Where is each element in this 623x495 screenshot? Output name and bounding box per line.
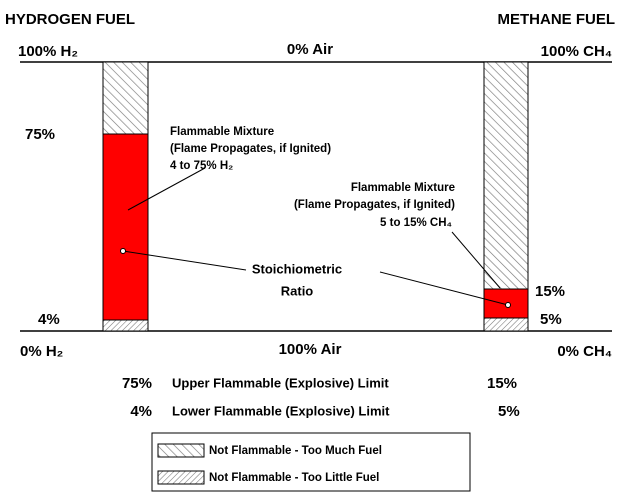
leader [451, 231, 501, 289]
ch4-note: (Flame Propagates, if Ignited) [294, 199, 455, 211]
hydrogen-column [102, 61, 149, 332]
stoich-point [120, 248, 126, 254]
limit-h2: 75% [122, 375, 152, 392]
ch4-lower: 5% [540, 311, 562, 328]
limit-ch4: 5% [498, 403, 520, 420]
stoich-label: Ratio [281, 283, 314, 298]
limit-label: Lower Flammable (Explosive) Limit [172, 403, 390, 418]
limit-ch4: 15% [487, 375, 517, 392]
h2-lower: 4% [38, 311, 60, 328]
leader [122, 250, 247, 271]
methane-column [483, 61, 529, 332]
header-left: HYDROGEN FUEL [5, 11, 135, 28]
bottom-center: 100% Air [279, 341, 342, 358]
top-right: 100% CH₄ [541, 43, 612, 60]
h2-note: Flammable Mixture [170, 126, 274, 138]
ch4-note: Flammable Mixture [351, 182, 455, 194]
legend: Not Flammable - Too Much Fuel Not Flamma… [151, 432, 471, 492]
h2-note: 4 to 75% H₂ [170, 160, 233, 172]
ch4-note: 5 to 15% CH₄ [380, 217, 452, 229]
top-left: 100% H₂ [18, 43, 78, 60]
legend-entry: Not Flammable - Too Much Fuel [209, 445, 382, 457]
bottom-left: 0% H₂ [20, 343, 63, 360]
legend-entry: Not Flammable - Too Little Fuel [209, 472, 379, 484]
header-right: METHANE FUEL [498, 11, 616, 28]
limit-h2: 4% [130, 403, 152, 420]
top-center: 0% Air [287, 41, 333, 58]
leader [127, 167, 206, 211]
bottom-right: 0% CH₄ [557, 343, 612, 360]
ch4-upper: 15% [535, 283, 565, 300]
stoich-point [505, 302, 511, 308]
leader [379, 271, 509, 306]
h2-note: (Flame Propagates, if Ignited) [170, 143, 331, 155]
h2-upper: 75% [25, 126, 55, 143]
stoich-label: Stoichiometric [252, 261, 342, 276]
limit-label: Upper Flammable (Explosive) Limit [172, 375, 389, 390]
